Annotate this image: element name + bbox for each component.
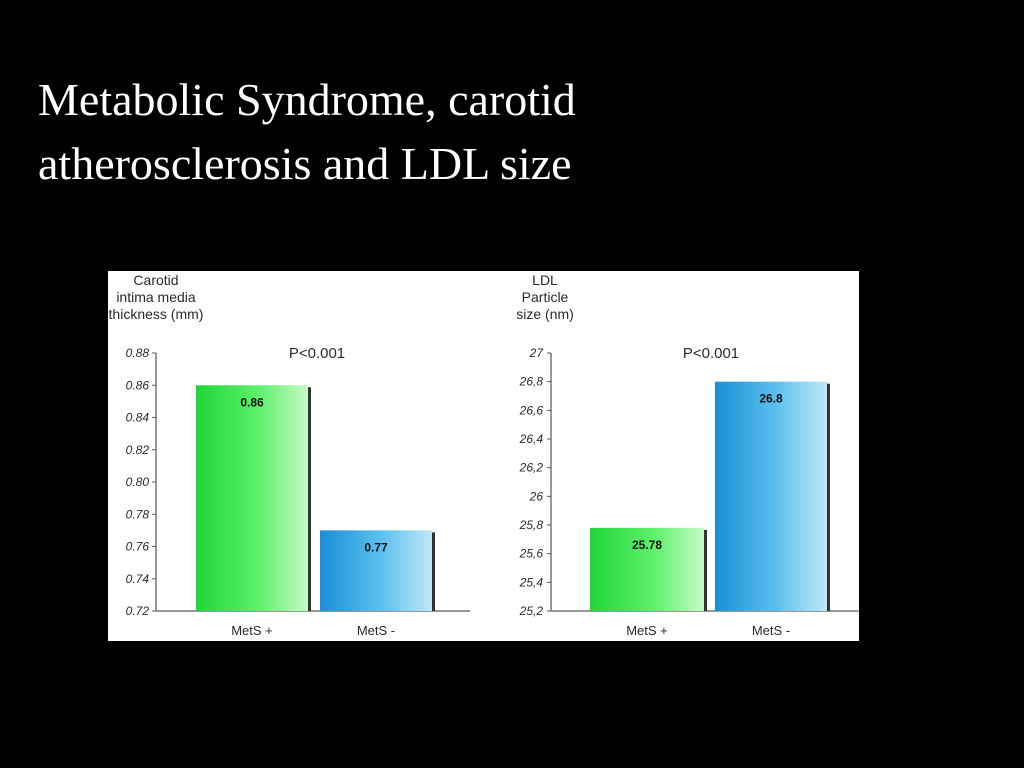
y-tick-label: 26,8 [519, 375, 544, 389]
slide-title: Metabolic Syndrome, carotid atherosclero… [38, 68, 938, 196]
y-axis-label-line: size (nm) [516, 306, 574, 322]
p-value-annotation: P<0.001 [683, 345, 739, 362]
category-label: MetS - [357, 623, 395, 638]
y-tick-label: 27 [529, 346, 545, 360]
category-label: MetS - [752, 623, 790, 638]
y-tick-label: 25,6 [519, 547, 544, 561]
y-tick-label: 0.80 [126, 475, 150, 489]
category-label: MetS + [231, 623, 273, 638]
y-tick-label: 0.76 [126, 540, 150, 554]
p-value-annotation: P<0.001 [289, 345, 345, 362]
bar-value-label: 25.78 [632, 538, 662, 552]
y-axis-label-line: thickness (mm) [109, 306, 204, 322]
y-tick-label: 26 [529, 489, 544, 503]
y-tick-label: 25,8 [519, 518, 544, 532]
bar-mets-positive [590, 527, 704, 611]
bar-mets-positive [196, 385, 308, 611]
slide-title-line-2: atherosclerosis and LDL size [38, 138, 572, 189]
y-axis-label-line: Carotid [133, 272, 178, 288]
bar-mets-negative [715, 381, 827, 611]
y-tick-label: 0.82 [126, 443, 150, 457]
y-tick-label: 0.84 [126, 411, 150, 425]
figure-panel: Carotid intima media thickness (mm) 0.72 0.7… [108, 271, 859, 641]
y-axis-label-line: Particle [522, 289, 569, 305]
y-tick-label: 25,4 [519, 575, 544, 589]
y-tick-label: 25,2 [519, 604, 544, 618]
y-tick-label: 0.88 [126, 346, 150, 360]
y-tick-label: 26,6 [519, 403, 544, 417]
category-label: MetS + [626, 623, 668, 638]
y-tick-label: 0.72 [126, 604, 150, 618]
y-tick-label: 0.86 [126, 378, 150, 392]
y-tick-label: 0.74 [126, 572, 150, 586]
bar-mets-negative [320, 530, 432, 611]
bar-value-label: 0.86 [240, 395, 264, 409]
y-tick-label: 26,4 [519, 432, 544, 446]
slide-title-line-1: Metabolic Syndrome, carotid [38, 74, 576, 125]
y-tick-label: 0.78 [126, 507, 150, 521]
bar-value-label: 26.8 [759, 392, 783, 406]
bar-value-label: 0.77 [364, 540, 388, 554]
y-axis-label-line: intima media [116, 289, 196, 305]
y-tick-label: 26,2 [519, 461, 544, 475]
y-axis-label-line: LDL [532, 272, 558, 288]
